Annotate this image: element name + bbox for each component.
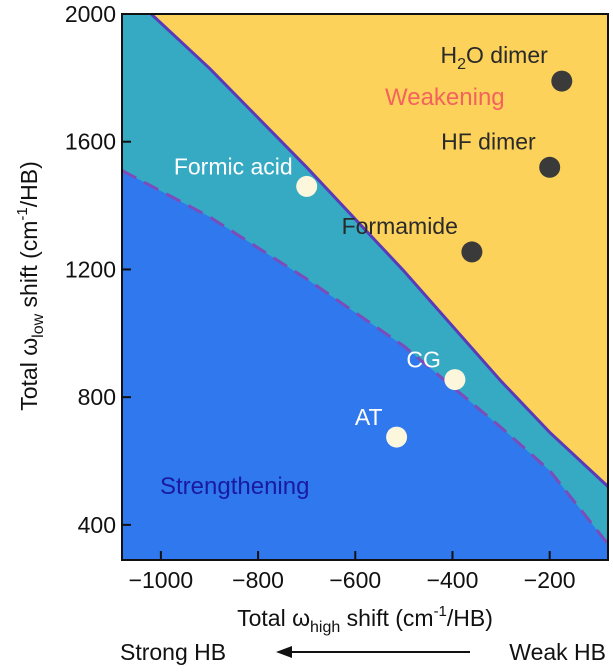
left-arrow-icon [276, 646, 470, 658]
data-point: HF dimer [441, 128, 561, 178]
point-label: AT [355, 404, 383, 430]
y-tick-label: 800 [78, 384, 116, 410]
boundary-dashed-line [122, 169, 608, 545]
point-marker [296, 175, 318, 197]
point-marker [386, 426, 408, 448]
point-label: Formamide [342, 213, 458, 239]
point-label: CG [406, 347, 441, 373]
x-tick-label: −200 [524, 567, 576, 593]
point-marker [551, 70, 573, 92]
y-tick-label: 1600 [65, 129, 116, 155]
point-label: HF dimer [441, 128, 536, 154]
data-point: H2O dimer [440, 42, 573, 92]
x-axis-label: Total ωhigh shift (cm-1/HB) [237, 603, 493, 636]
y-tick-label: 2000 [65, 1, 116, 27]
x-tick-label: −600 [329, 567, 381, 593]
y-axis-label: Total ωlow shift (cm-1/HB) [14, 161, 47, 411]
data-point: Formic acid [174, 153, 318, 197]
strengthening-region [122, 170, 608, 560]
boundary-solid-line [150, 14, 608, 488]
x-tick-label: −400 [427, 567, 479, 593]
plot-area: Weakening Strengthening H2O dimer HF dime… [122, 14, 608, 560]
weakening-label: Weakening [385, 84, 505, 111]
point-marker [539, 156, 561, 178]
x-tick-label: −800 [232, 567, 284, 593]
strengthening-label: Strengthening [160, 473, 309, 500]
strong-hb-label: Strong HB [120, 639, 226, 665]
y-tick-label: 1200 [65, 256, 116, 282]
y-tick-label: 400 [78, 512, 116, 538]
data-point: CG [406, 347, 466, 391]
data-point: Formamide [342, 213, 483, 263]
data-points: H2O dimer HF dimer Formamide Formic acid CG A… [174, 42, 573, 448]
plot-frame [121, 13, 609, 561]
point-marker [444, 369, 466, 391]
point-label: Formic acid [174, 153, 293, 179]
x-tick-label: −1000 [129, 567, 194, 593]
data-point: AT [355, 404, 408, 448]
x-axis-ticks: −1000 −800 −600 −400 −200 [129, 551, 576, 593]
point-marker [461, 241, 483, 263]
y-axis-ticks: 400 800 1200 1600 2000 [65, 1, 131, 538]
point-label: H2O dimer [440, 42, 548, 73]
weak-hb-label: Weak HB [509, 639, 606, 665]
